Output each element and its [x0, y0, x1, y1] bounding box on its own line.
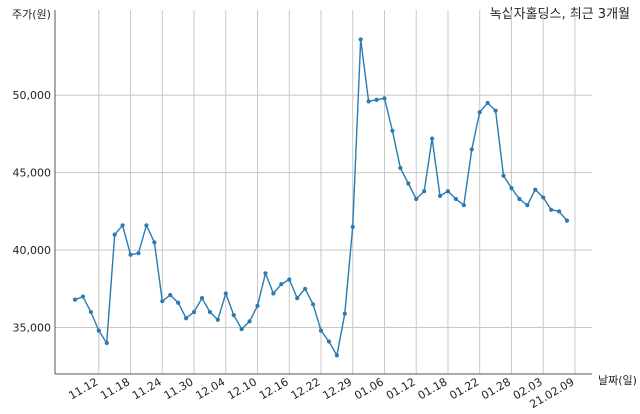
x-tick-label: 12.29 — [320, 375, 354, 402]
y-tick-label: 45,000 — [13, 167, 52, 180]
data-point — [485, 100, 490, 106]
data-point — [469, 147, 474, 152]
x-tick-label: 11.30 — [162, 375, 196, 402]
x-tick-label: 01.06 — [352, 375, 386, 402]
x-tick-label: 12.10 — [225, 375, 259, 402]
data-point — [199, 296, 205, 301]
x-axis-label: 날짜(일) — [598, 373, 637, 387]
x-tick-label: 12.04 — [193, 375, 227, 402]
data-point — [247, 319, 252, 324]
x-tick-label: 11.18 — [98, 375, 132, 402]
price-series — [72, 37, 570, 358]
y-tick-label: 50,000 — [13, 89, 52, 102]
data-point — [287, 277, 292, 282]
data-point — [318, 328, 324, 333]
y-tick-label: 35,000 — [13, 322, 52, 335]
data-point — [128, 252, 133, 257]
data-point — [176, 300, 181, 305]
data-point — [414, 196, 419, 202]
data-point — [445, 189, 451, 194]
data-point — [358, 37, 363, 42]
data-point — [231, 313, 236, 318]
data-point — [350, 224, 355, 229]
data-point — [96, 328, 101, 333]
data-point — [144, 223, 149, 228]
data-point — [509, 186, 514, 191]
x-tick-label: 11.24 — [130, 375, 164, 402]
data-point — [88, 309, 93, 315]
data-point — [501, 173, 506, 178]
data-point — [564, 218, 570, 223]
x-tick-label: 01.18 — [416, 375, 450, 402]
data-point — [72, 297, 78, 302]
data-point — [80, 294, 86, 299]
x-tick-label: 01.22 — [447, 375, 481, 402]
x-tick-label: 01.12 — [384, 375, 418, 402]
x-tick-label: 12.16 — [257, 375, 291, 402]
data-point — [255, 303, 260, 308]
data-point — [279, 282, 284, 287]
data-point — [334, 353, 339, 358]
data-point — [168, 292, 173, 298]
data-point — [366, 99, 371, 104]
data-point — [239, 326, 244, 332]
data-point — [112, 232, 117, 237]
data-point — [493, 108, 498, 113]
data-point — [429, 136, 435, 141]
data-point — [310, 302, 316, 307]
data-point — [120, 223, 125, 228]
data-point — [422, 189, 427, 194]
data-point — [223, 291, 228, 296]
y-tick-label: 40,000 — [13, 244, 52, 257]
data-point — [303, 286, 308, 291]
chart-title: 녹십자홀딩스, 최근 3개월 — [490, 7, 630, 22]
data-point — [549, 207, 554, 212]
data-point — [525, 203, 530, 208]
x-tick-label: 12.22 — [289, 375, 323, 402]
data-point — [533, 187, 538, 192]
data-point — [295, 296, 300, 301]
data-point — [461, 203, 466, 208]
data-point — [191, 309, 197, 315]
data-point — [326, 339, 332, 344]
x-tick-label: 11.12 — [67, 375, 101, 402]
data-point — [160, 299, 165, 304]
data-point — [477, 110, 482, 115]
data-point — [382, 96, 387, 101]
data-point — [541, 195, 546, 200]
axes — [54, 10, 592, 375]
data-point — [271, 291, 276, 296]
data-point — [390, 128, 395, 133]
data-point — [406, 181, 411, 186]
data-point — [152, 240, 157, 245]
data-point — [398, 165, 403, 171]
data-point — [556, 209, 562, 214]
data-point — [136, 251, 141, 256]
grid-lines — [55, 10, 592, 374]
data-point — [183, 316, 189, 321]
data-point — [207, 309, 213, 315]
y-axis-label: 주가(원) — [12, 8, 51, 21]
data-point — [215, 317, 220, 322]
data-point — [437, 193, 443, 198]
data-point — [104, 340, 109, 346]
x-tick-label: 01.28 — [479, 375, 513, 402]
data-point — [517, 196, 522, 202]
data-point — [263, 271, 268, 276]
data-point — [342, 311, 347, 316]
data-point — [374, 97, 379, 102]
data-point — [453, 196, 459, 202]
